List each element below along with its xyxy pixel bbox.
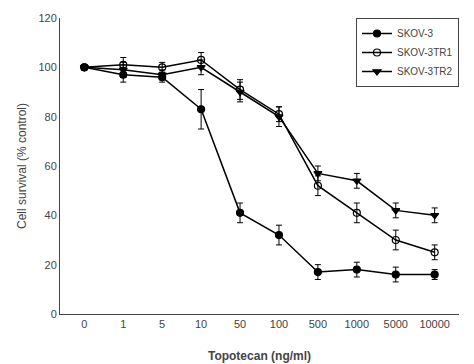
svg-text:Cell survival (% control): Cell survival (% control) xyxy=(15,103,29,229)
svg-text:Topotecan (ng/ml): Topotecan (ng/ml) xyxy=(208,349,311,363)
svg-text:5: 5 xyxy=(159,318,165,330)
svg-text:100: 100 xyxy=(270,318,288,330)
svg-text:1000: 1000 xyxy=(345,318,369,330)
svg-text:1: 1 xyxy=(120,318,126,330)
svg-text:10: 10 xyxy=(195,318,207,330)
svg-text:5000: 5000 xyxy=(384,318,408,330)
svg-text:SKOV-3TR1: SKOV-3TR1 xyxy=(397,47,452,58)
svg-text:0: 0 xyxy=(51,308,57,320)
svg-text:500: 500 xyxy=(309,318,327,330)
svg-text:50: 50 xyxy=(234,318,246,330)
svg-text:10000: 10000 xyxy=(419,318,450,330)
svg-text:100: 100 xyxy=(38,61,56,73)
svg-text:20: 20 xyxy=(45,259,57,271)
svg-text:0: 0 xyxy=(81,318,87,330)
svg-text:60: 60 xyxy=(45,160,57,172)
svg-text:80: 80 xyxy=(45,111,57,123)
svg-text:40: 40 xyxy=(45,209,57,221)
svg-text:SKOV-3TR2: SKOV-3TR2 xyxy=(397,66,452,77)
svg-text:SKOV-3: SKOV-3 xyxy=(397,28,434,39)
svg-text:120: 120 xyxy=(38,12,56,24)
